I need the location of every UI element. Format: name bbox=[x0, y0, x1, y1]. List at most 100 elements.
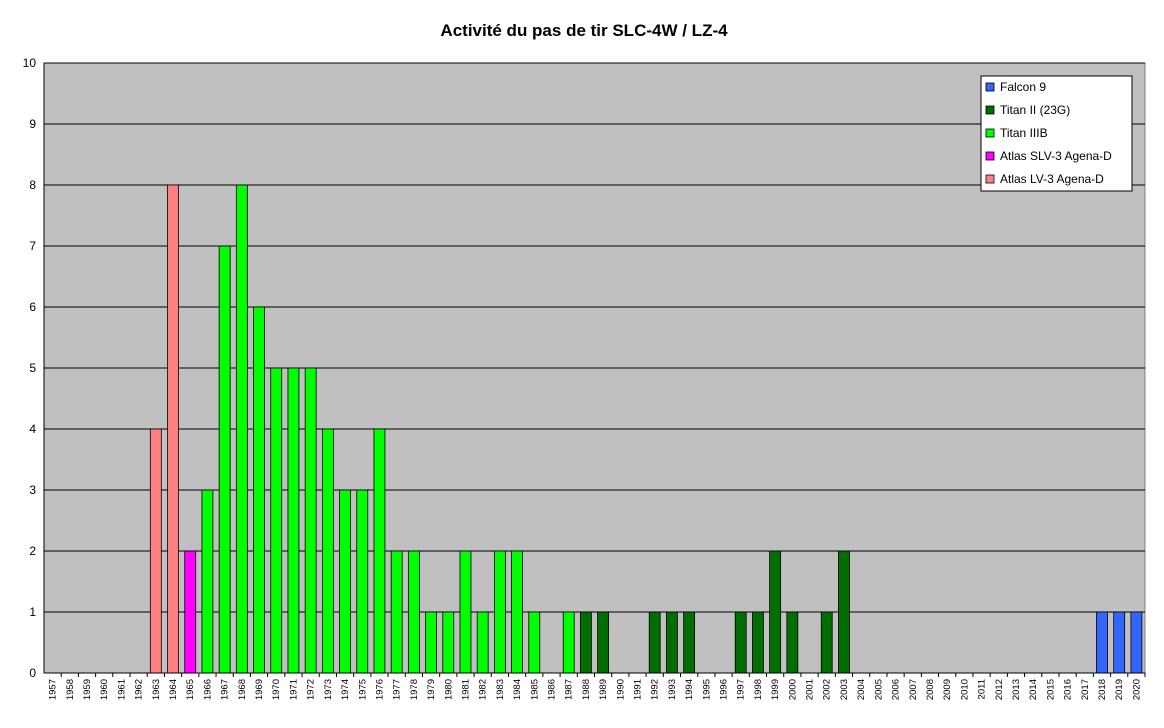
x-tick-label: 2001 bbox=[805, 679, 816, 700]
x-tick-label: 1984 bbox=[512, 679, 523, 700]
y-tick-label: 5 bbox=[29, 361, 36, 375]
x-tick-label: 1997 bbox=[736, 679, 747, 700]
x-tick-label: 1992 bbox=[650, 679, 661, 700]
bar bbox=[287, 367, 300, 674]
bar bbox=[373, 428, 386, 674]
bar bbox=[390, 550, 403, 674]
legend-label: Atlas SLV-3 Agena-D bbox=[1000, 149, 1112, 163]
x-tick-label: 2013 bbox=[1011, 679, 1022, 700]
legend-label: Titan IIIB bbox=[1000, 126, 1048, 140]
x-tick-label: 1980 bbox=[443, 679, 454, 700]
x-tick-label: 1985 bbox=[529, 679, 540, 700]
y-tick-label: 2 bbox=[29, 544, 36, 558]
bar bbox=[321, 428, 334, 674]
y-tick-label: 10 bbox=[23, 56, 37, 70]
y-tick-label: 4 bbox=[29, 422, 36, 436]
x-tick-label: 1966 bbox=[202, 679, 213, 700]
x-tick-label: 1982 bbox=[478, 679, 489, 700]
bar bbox=[752, 611, 764, 674]
x-tick-label: 1991 bbox=[633, 679, 644, 700]
bar bbox=[597, 611, 610, 674]
bar bbox=[666, 611, 678, 674]
legend-box bbox=[980, 75, 1133, 192]
y-tick-label: 0 bbox=[29, 666, 36, 680]
bar bbox=[304, 367, 317, 674]
legend-swatch bbox=[985, 82, 995, 92]
x-tick-label: 1970 bbox=[271, 679, 282, 700]
bar bbox=[786, 611, 799, 674]
x-tick-label: 2018 bbox=[1097, 679, 1108, 700]
x-tick-label: 1957 bbox=[48, 679, 59, 700]
x-tick-label: 2010 bbox=[959, 679, 970, 700]
y-tick-label: 3 bbox=[29, 483, 36, 497]
bar bbox=[184, 550, 197, 674]
x-tick-label: 1965 bbox=[185, 679, 196, 700]
bar bbox=[270, 367, 283, 674]
bar bbox=[218, 245, 231, 674]
bar bbox=[442, 611, 455, 674]
x-tick-label: 1990 bbox=[615, 679, 626, 700]
bar bbox=[201, 489, 214, 674]
x-tick-label: 2015 bbox=[1045, 679, 1056, 700]
y-tick-label: 7 bbox=[29, 239, 36, 253]
bar bbox=[838, 550, 850, 674]
x-tick-label: 1974 bbox=[340, 679, 351, 700]
bar bbox=[1096, 611, 1108, 674]
x-tick-label: 1968 bbox=[237, 679, 248, 700]
x-tick-label: 1986 bbox=[546, 679, 557, 700]
bar bbox=[1113, 611, 1126, 674]
x-tick-label: 1962 bbox=[134, 679, 145, 700]
x-tick-label: 1972 bbox=[306, 679, 317, 700]
x-tick-label: 2017 bbox=[1080, 679, 1091, 700]
x-tick-label: 2000 bbox=[787, 679, 798, 700]
x-tick-label: 2019 bbox=[1114, 679, 1125, 700]
legend-label: Falcon 9 bbox=[1000, 80, 1046, 94]
bar bbox=[167, 184, 179, 674]
x-tick-label: 2005 bbox=[873, 679, 884, 700]
bar bbox=[683, 611, 696, 674]
x-tick-label: 1989 bbox=[598, 679, 609, 700]
legend-label: Titan II (23G) bbox=[1000, 103, 1070, 117]
x-tick-label: 1958 bbox=[65, 679, 76, 700]
bar bbox=[253, 306, 265, 674]
bar bbox=[356, 489, 369, 674]
x-tick-label: 1959 bbox=[82, 679, 93, 700]
x-tick-label: 1971 bbox=[288, 679, 299, 700]
legend-swatch bbox=[985, 151, 995, 161]
x-tick-label: 1961 bbox=[116, 679, 127, 700]
bar bbox=[579, 611, 592, 674]
x-tick-label: 2003 bbox=[839, 679, 850, 700]
bar bbox=[493, 550, 506, 674]
x-tick-label: 2011 bbox=[977, 679, 988, 699]
x-tick-label: 2006 bbox=[891, 679, 902, 700]
x-tick-label: 1969 bbox=[254, 679, 265, 700]
bar bbox=[769, 550, 782, 674]
x-tick-label: 1977 bbox=[392, 679, 403, 700]
x-tick-label: 1975 bbox=[357, 679, 368, 700]
x-tick-label: 1987 bbox=[564, 679, 575, 700]
x-tick-label: 1976 bbox=[374, 679, 385, 700]
bar bbox=[407, 550, 420, 674]
bar bbox=[528, 611, 541, 674]
x-tick-label: 2002 bbox=[822, 679, 833, 700]
x-tick-label: 1999 bbox=[770, 679, 781, 700]
x-tick-label: 1973 bbox=[323, 679, 334, 700]
x-tick-label: 1967 bbox=[220, 679, 231, 700]
x-tick-label: 1996 bbox=[719, 679, 730, 700]
legend-swatch bbox=[985, 128, 995, 138]
x-tick-label: 2016 bbox=[1063, 679, 1074, 700]
x-tick-label: 1993 bbox=[667, 679, 678, 700]
x-tick-label: 1963 bbox=[151, 679, 162, 700]
bar bbox=[562, 611, 575, 674]
x-tick-label: 2020 bbox=[1131, 679, 1142, 700]
x-tick-label: 2009 bbox=[942, 679, 953, 700]
x-tick-label: 1998 bbox=[753, 679, 764, 700]
x-tick-label: 1978 bbox=[409, 679, 420, 700]
y-tick-label: 6 bbox=[29, 300, 36, 314]
x-tick-label: 1979 bbox=[426, 679, 437, 700]
x-tick-label: 1981 bbox=[460, 679, 471, 700]
x-tick-label: 1964 bbox=[168, 679, 179, 700]
x-tick-label: 2012 bbox=[994, 679, 1005, 700]
x-tick-label: 2007 bbox=[908, 679, 919, 700]
